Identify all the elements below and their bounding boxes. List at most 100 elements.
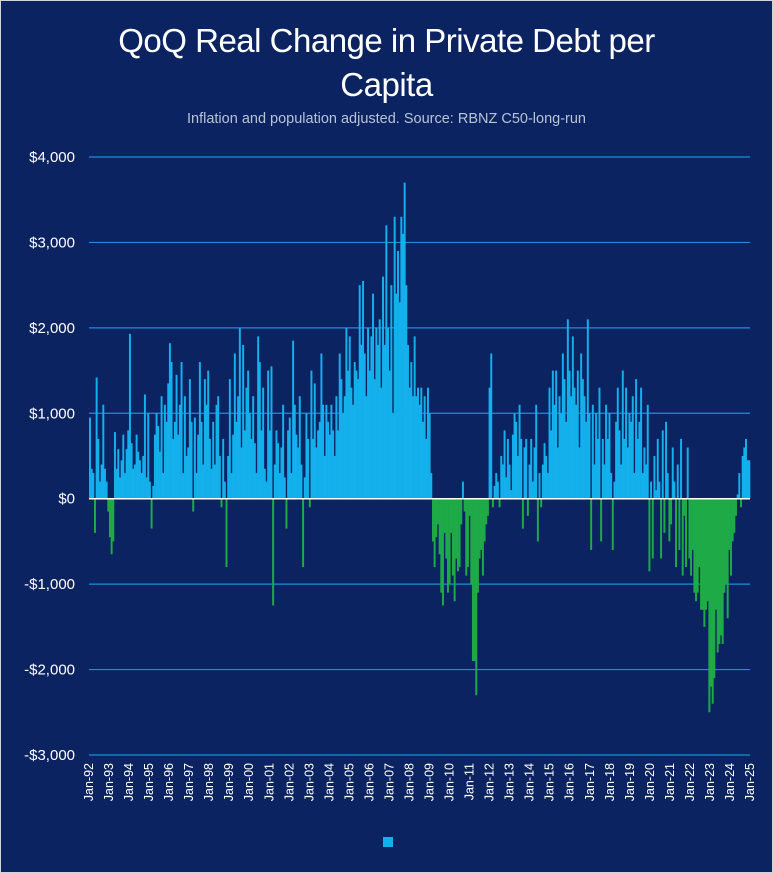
x-tick-label: Jan-25 (743, 763, 757, 801)
bar (565, 421, 568, 499)
bar (686, 447, 689, 499)
bar (218, 456, 221, 499)
bar (480, 498, 483, 550)
bar (533, 447, 536, 499)
bar (548, 387, 551, 499)
bar (746, 460, 749, 499)
bar (540, 498, 543, 508)
x-tick-label: Jan-10 (443, 763, 457, 801)
bar (242, 344, 245, 499)
bar (720, 498, 722, 636)
bar (541, 464, 544, 499)
x-tick-label: Jan-03 (302, 763, 316, 801)
bar (650, 481, 653, 499)
bar (546, 473, 549, 499)
bar (653, 456, 656, 499)
bar (563, 379, 566, 499)
bar (165, 421, 168, 499)
bar (110, 498, 113, 555)
x-tick-label: Jan-06 (362, 763, 376, 801)
bar (450, 498, 453, 533)
bar (217, 396, 220, 499)
bar (716, 498, 719, 653)
bar (133, 464, 136, 499)
bar (636, 438, 639, 499)
bar (337, 430, 340, 499)
bar (373, 379, 376, 499)
bar (262, 387, 265, 499)
bar (555, 370, 558, 499)
bar (315, 447, 318, 499)
bar (338, 353, 341, 499)
bar (117, 449, 120, 499)
bar (280, 447, 283, 499)
bar (418, 404, 421, 499)
bar (476, 498, 479, 593)
bar (460, 498, 463, 525)
bar (581, 379, 584, 499)
bar (370, 336, 373, 499)
bar (118, 477, 121, 499)
bar (128, 333, 131, 499)
bar (695, 498, 698, 602)
x-tick-label: Jan-02 (282, 763, 296, 801)
y-tick-label: $0 (58, 491, 75, 508)
x-tick-label: Jan-20 (643, 763, 657, 801)
bar (668, 498, 671, 542)
bar (142, 456, 145, 499)
bar (620, 464, 623, 499)
bar (358, 285, 361, 499)
bar (325, 404, 328, 499)
x-tick-label: Jan-17 (583, 763, 597, 801)
bar (483, 498, 486, 542)
bar (618, 430, 621, 499)
bar (123, 473, 126, 499)
x-tick-label: Jan-07 (382, 763, 396, 801)
bar (706, 498, 709, 602)
bar (348, 336, 351, 499)
bar (318, 421, 321, 499)
bar (228, 379, 231, 499)
bar (323, 456, 326, 499)
bar (360, 344, 363, 499)
bar (643, 447, 646, 499)
y-tick-label: $1,000 (29, 405, 75, 422)
bar (676, 464, 679, 499)
bar (703, 498, 706, 627)
bar (125, 449, 128, 499)
x-tick-label: Jan-21 (663, 763, 677, 801)
bar (152, 485, 155, 499)
bar (591, 404, 594, 499)
x-axis-labels: Jan-92 Jan-93 Jan-94 Jan-95 Jan-96 Jan-97 Jan-… (82, 763, 757, 801)
x-tick-label: Jan-12 (483, 763, 497, 801)
bar (205, 404, 208, 499)
bar (710, 498, 713, 687)
bar (445, 498, 448, 559)
bar (558, 396, 561, 499)
bar (536, 498, 539, 542)
bar (553, 404, 556, 499)
bar (576, 370, 579, 499)
bar (521, 498, 524, 529)
bar (227, 456, 230, 499)
bar (550, 430, 553, 499)
bar (388, 370, 391, 499)
bar (182, 473, 185, 499)
bar (523, 447, 526, 499)
bar (515, 421, 518, 499)
bar (195, 473, 198, 499)
bar (202, 464, 205, 499)
bar (403, 182, 406, 499)
bar (317, 430, 320, 499)
bar (738, 473, 741, 499)
bar (578, 447, 581, 499)
bar (153, 434, 156, 499)
gridlines (89, 156, 750, 756)
bar (372, 293, 375, 499)
bar (98, 481, 101, 499)
bar (503, 430, 506, 499)
bar (621, 370, 624, 499)
bar (207, 370, 210, 499)
bar (625, 387, 628, 499)
bar (362, 280, 365, 499)
